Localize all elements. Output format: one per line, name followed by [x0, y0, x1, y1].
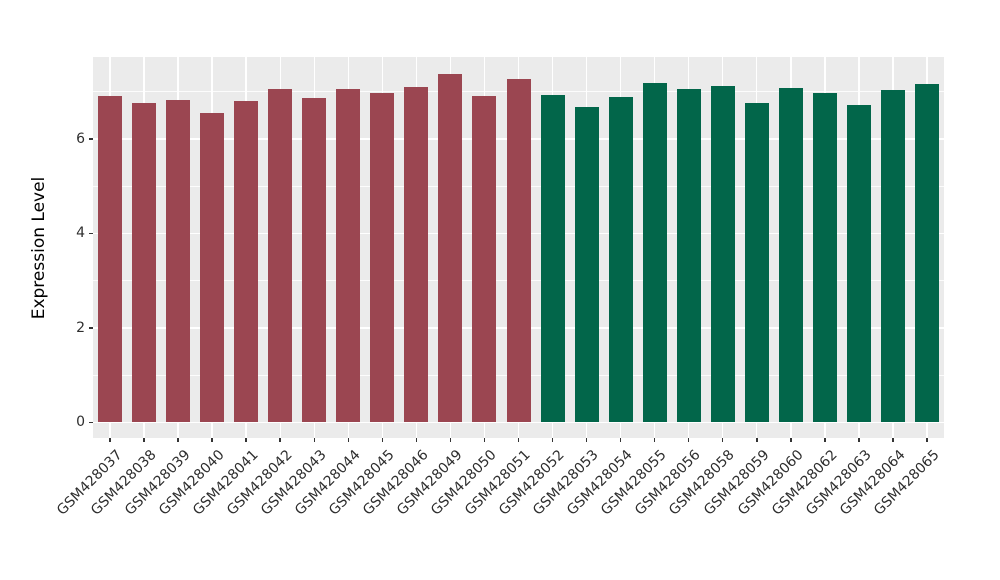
bar-GSM428053	[574, 106, 599, 423]
x-tick-mark	[756, 438, 758, 442]
x-tick-mark	[347, 438, 350, 442]
x-tick-mark	[517, 438, 520, 442]
bar-GSM428044	[336, 89, 361, 423]
plot-panel	[93, 57, 944, 438]
bar-GSM428059	[744, 102, 769, 423]
bar-GSM428045	[370, 93, 395, 423]
x-tick-mark	[483, 438, 486, 442]
y-tick-label: 6	[76, 130, 85, 147]
bar-GSM428063	[846, 104, 871, 423]
bar-GSM428052	[540, 95, 565, 423]
y-axis-title: Expression Level	[29, 176, 49, 320]
bar-GSM428050	[472, 95, 497, 423]
bar-GSM428058	[710, 85, 735, 423]
x-tick-mark	[109, 438, 111, 442]
bar-GSM428055	[642, 83, 667, 423]
x-tick-mark	[687, 438, 690, 442]
x-tick-mark	[926, 438, 928, 442]
bar-GSM428041	[234, 101, 259, 423]
x-tick-mark	[177, 438, 179, 442]
y-tick-label: 4	[76, 225, 85, 242]
y-tick-label: 0	[76, 414, 85, 431]
x-tick-mark	[313, 438, 315, 442]
bar-GSM428042	[268, 89, 293, 423]
bar-GSM428054	[608, 97, 633, 423]
bar-GSM428056	[676, 88, 701, 423]
bar-GSM428065	[914, 84, 939, 423]
x-tick-mark	[449, 438, 452, 442]
y-tick-mark	[89, 232, 93, 235]
x-tick-mark	[585, 438, 588, 442]
x-tick-mark	[721, 438, 724, 442]
y-tick-label: 2	[76, 319, 85, 336]
bar-GSM428049	[438, 74, 463, 423]
x-tick-mark	[892, 438, 894, 442]
bar-GSM428060	[778, 87, 803, 423]
bar-GSM428040	[200, 112, 225, 423]
x-tick-mark	[381, 438, 384, 442]
x-tick-mark	[858, 438, 860, 442]
bar-GSM428038	[132, 103, 157, 423]
bar-GSM428046	[404, 86, 429, 423]
bar-GSM428039	[166, 100, 191, 423]
y-tick-mark	[89, 138, 93, 140]
x-tick-mark	[619, 438, 622, 442]
x-tick-mark	[790, 438, 792, 442]
x-tick-mark	[143, 438, 145, 442]
x-tick-mark	[551, 438, 554, 442]
x-tick-mark	[653, 438, 656, 442]
bar-GSM428064	[880, 89, 905, 423]
x-tick-mark	[824, 438, 826, 442]
bar-GSM428062	[812, 93, 837, 423]
bar-GSM428051	[506, 78, 531, 423]
bar-GSM428043	[302, 97, 327, 423]
bar-GSM428037	[98, 95, 123, 423]
x-tick-mark	[415, 438, 418, 442]
y-tick-mark	[89, 327, 93, 329]
y-tick-mark	[89, 421, 93, 424]
x-tick-mark	[245, 438, 247, 442]
x-tick-mark	[279, 438, 281, 442]
x-tick-mark	[211, 438, 213, 442]
